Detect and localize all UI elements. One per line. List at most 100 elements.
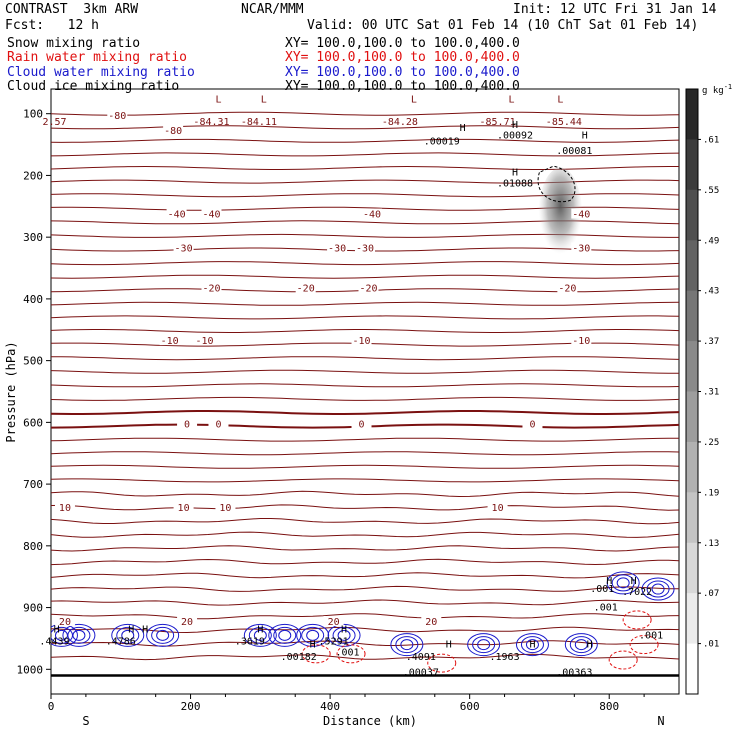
- contour-label: -80: [108, 111, 126, 122]
- contour-label: -40: [572, 210, 590, 221]
- colorbar-tick-label: .43: [703, 287, 719, 297]
- isotherm-line: [51, 329, 679, 333]
- cloud-ice-contour: [537, 165, 576, 203]
- cloud-water-contour: [248, 626, 272, 644]
- maximum-value-label: .001: [590, 584, 614, 595]
- x-tick-label: 200: [181, 700, 201, 713]
- high-marker: H: [587, 640, 593, 651]
- cloud-water-contour: [606, 571, 640, 595]
- isotherm-line: [51, 478, 679, 483]
- contour-label: 0: [215, 419, 221, 430]
- isotherm-line: [51, 410, 679, 415]
- cloud-water-contour: [243, 623, 277, 647]
- colorbar: .61 .55 .49 .43 .37 .31 .25 .19 .13 .07 .01: [685, 88, 719, 695]
- low-marker: L: [509, 95, 515, 106]
- high-marker: H: [512, 167, 518, 178]
- contour-label: -40: [363, 210, 381, 221]
- colorbar-swatch: [686, 139, 698, 191]
- cloud-water-contour: [651, 583, 665, 595]
- contour-label: 0: [184, 419, 190, 430]
- y-tick-label: 700: [23, 478, 43, 491]
- cloud-water-contour: [515, 633, 549, 657]
- high-marker: H: [529, 640, 535, 651]
- contour-label: 0: [358, 419, 364, 430]
- y-tick-label: 800: [23, 540, 43, 553]
- contour-label: -80: [164, 126, 182, 137]
- isotherm-line: [51, 111, 679, 116]
- rain-water-contour: [629, 635, 659, 655]
- isotherm-line: [51, 220, 679, 225]
- contour-label-bg: [194, 335, 215, 346]
- maximum-value-label: .4786: [106, 637, 136, 648]
- maximum-value-label: .001: [639, 630, 663, 641]
- field-snow-xy: XY= 100.0,100.0 to 100.0,400.0: [285, 36, 520, 51]
- colorbar-swatch: [686, 341, 698, 392]
- contour-label: 20: [328, 617, 340, 628]
- rain-water-contour: [336, 644, 366, 664]
- high-marker: H: [582, 130, 588, 141]
- isotherm-line: [51, 261, 679, 266]
- contour-label-bg: [208, 418, 229, 429]
- rain-water-contour: [427, 653, 457, 673]
- contour-label-bg: [54, 616, 75, 627]
- isotherm-line: [51, 518, 679, 525]
- colorbar-tick-label: .01: [703, 640, 719, 650]
- contour-label-bg: [421, 616, 442, 627]
- low-marker: L: [215, 95, 221, 106]
- colorbar-swatch: [686, 542, 698, 594]
- isotherm-line: [51, 490, 679, 498]
- cloud-water-contour: [72, 629, 86, 641]
- contour-label-bg: [487, 501, 508, 512]
- isotherm-line: [51, 301, 679, 306]
- field-snow-name: Snow mixing ratio: [7, 36, 141, 51]
- contour-label-bg: [571, 208, 592, 219]
- isotherm-line: [51, 531, 679, 538]
- colorbar-swatch: [686, 391, 698, 443]
- contour-label-bg: [571, 242, 592, 253]
- contour-label-bg: [351, 418, 372, 429]
- high-marker: H: [446, 640, 452, 651]
- y-tick-label: 100: [23, 108, 43, 121]
- cloud-water-contour: [611, 574, 635, 592]
- colorbar-tick-label: .25: [703, 438, 719, 448]
- cloud-water-contour: [111, 623, 145, 647]
- minimum-value-label: -84.31: [193, 117, 229, 128]
- y-tick-label: 400: [23, 293, 43, 306]
- cloud-water-contour: [301, 626, 325, 644]
- contour-label: 10: [59, 503, 71, 514]
- isotherm-line: [51, 125, 679, 130]
- contour-label: 10: [219, 503, 231, 514]
- y-axis-title: Pressure (hPa): [4, 341, 18, 442]
- isotherm-line: [51, 369, 679, 374]
- isotherm-line: [51, 504, 679, 511]
- cloud-water-contour: [306, 629, 320, 641]
- maximum-value-label: .4091: [406, 652, 436, 663]
- colorbar-tick-label: .49: [703, 236, 719, 246]
- cloud-water-contour: [62, 623, 96, 647]
- header-init: Init: 12 UTC Fri 31 Jan 14: [513, 2, 717, 17]
- contour-label-bg: [201, 208, 222, 219]
- isotherm-line: [51, 233, 679, 238]
- contour-label: 20: [425, 617, 437, 628]
- contour-label-bg: [177, 418, 198, 429]
- field-cloudice-name: Cloud ice mixing ratio: [7, 79, 180, 94]
- contour-label: 0: [529, 419, 535, 430]
- isotherm-line: [51, 165, 679, 170]
- cloud-water-contour: [477, 639, 491, 651]
- field-cloudwater-name: Cloud water mixing ratio: [7, 65, 195, 80]
- contour-label: 20: [59, 617, 71, 628]
- contour-label: -30: [356, 244, 374, 255]
- colorbar-tick-label: .13: [703, 539, 719, 549]
- isotherm-line: [51, 585, 679, 592]
- contour-label: -30: [328, 244, 346, 255]
- temperature-contours: [51, 111, 679, 677]
- field-cloudice-xy: XY= 100.0,100.0 to 100.0,400.0: [285, 79, 520, 94]
- colorbar-swatch: [686, 593, 698, 645]
- contour-label: -30: [572, 244, 590, 255]
- isotherm-line: [51, 396, 679, 401]
- cloud-water-contour: [569, 636, 593, 654]
- colorbar-swatch: [686, 89, 698, 140]
- field-rain-name: Rain water mixing ratio: [7, 50, 188, 65]
- cloud-water-contour: [268, 623, 302, 647]
- colorbar-tick-label: .55: [703, 186, 719, 196]
